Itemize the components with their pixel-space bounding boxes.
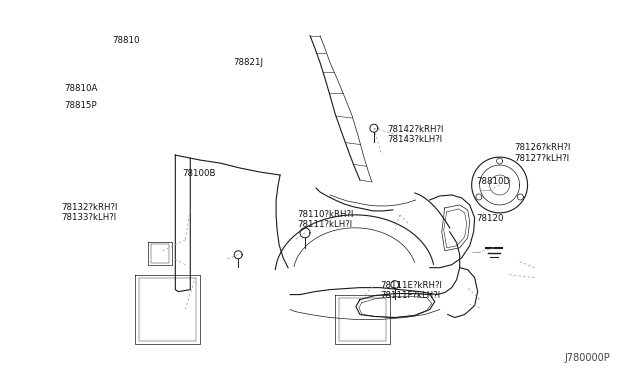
Text: J780000P: J780000P [565, 353, 611, 363]
Text: 78132?kRH?l
78133?kLH?l: 78132?kRH?l 78133?kLH?l [61, 203, 118, 222]
Text: 78810D: 78810D [476, 177, 511, 186]
Text: 78120: 78120 [476, 214, 504, 223]
Text: 78815P: 78815P [65, 101, 97, 110]
Text: 78111E?kRH?l
78111F?kLH?l: 78111E?kRH?l 78111F?kLH?l [381, 280, 442, 300]
Text: 78126?kRH?l
78127?kLH?l: 78126?kRH?l 78127?kLH?l [515, 143, 571, 163]
Text: 78810A: 78810A [65, 84, 98, 93]
Text: 78100B: 78100B [182, 169, 216, 178]
Text: 78810: 78810 [113, 36, 140, 45]
Text: 78110?kRH?l
78111?kLH?l: 78110?kRH?l 78111?kLH?l [298, 210, 354, 230]
Text: 78142?kRH?l
78143?kLH?l: 78142?kRH?l 78143?kLH?l [387, 125, 444, 144]
Text: 78821J: 78821J [234, 58, 264, 67]
